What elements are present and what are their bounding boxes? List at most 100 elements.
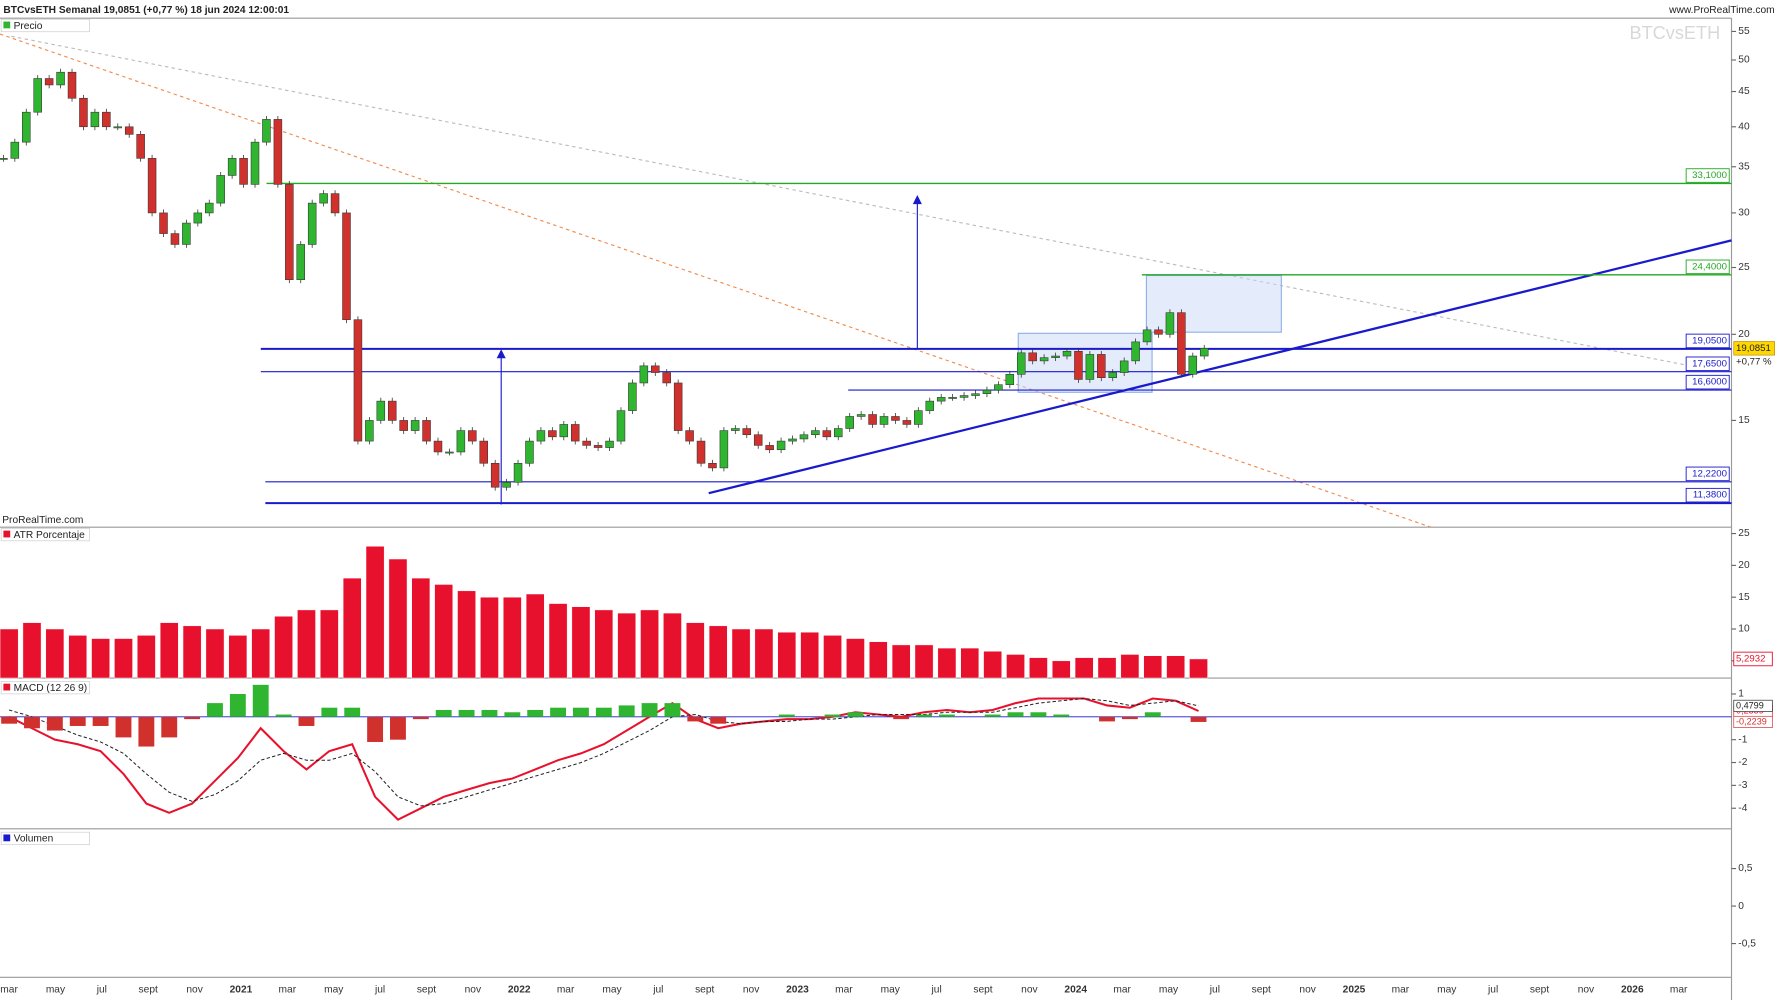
atr-bar [594, 609, 614, 679]
x-tick-label: may [881, 984, 901, 995]
candle [90, 111, 100, 128]
last-value-label: 5,2932 [1736, 654, 1765, 665]
x-tick-label: sept [1530, 984, 1549, 995]
candle [490, 462, 500, 488]
y-tick-label: 1 [1738, 689, 1744, 700]
candle [102, 111, 111, 128]
macd-histogram-bar [252, 684, 269, 717]
candle [799, 434, 809, 440]
trend-line [0, 33, 1432, 528]
candle [1062, 350, 1072, 357]
panel-legend-bg [0, 831, 90, 846]
atr-bar [868, 641, 888, 679]
atr-bar [617, 612, 636, 679]
y-tick-label: 20 [1738, 560, 1750, 571]
candle [353, 319, 363, 442]
current-price-box [1733, 341, 1775, 356]
macd-histogram-bar [1190, 716, 1207, 722]
macd-histogram-bar [916, 714, 932, 717]
candle [845, 416, 854, 429]
macd-histogram-bar [184, 716, 201, 720]
watermark: BTCvsETH [1630, 23, 1721, 43]
macd-histogram-bar [595, 707, 612, 717]
candle [582, 440, 591, 446]
y-tick-label: 25 [1738, 262, 1750, 273]
site-label: www.ProRealTime.com [1668, 5, 1774, 16]
x-tick-label: jul [931, 984, 942, 995]
trend-line [11, 35, 1687, 366]
source-label: ProRealTime.com [2, 515, 83, 526]
atr-bar [891, 644, 911, 679]
x-tick-label: nov [1299, 984, 1316, 995]
candle [742, 428, 752, 436]
candle [902, 420, 912, 425]
candle [262, 119, 271, 143]
candle [124, 126, 134, 135]
level-label: 33,1000 [1692, 170, 1727, 181]
atr-bar [342, 577, 362, 679]
x-tick-label: mar [0, 984, 18, 995]
atr-bar [686, 622, 705, 679]
candle [868, 414, 877, 425]
candle [159, 212, 168, 234]
panel-legend: Volumen [14, 834, 54, 845]
candle [1097, 354, 1106, 379]
atr-bar [1189, 658, 1208, 679]
atr-bar [663, 612, 682, 679]
macd-histogram-bar [687, 716, 704, 722]
macd-histogram-bar [618, 705, 635, 717]
macd-histogram-bar [229, 693, 246, 717]
y-tick-label: -1 [1738, 734, 1747, 745]
candle [342, 212, 351, 320]
candle [22, 111, 31, 143]
macd-line [8, 698, 1199, 807]
atr-bar [182, 625, 202, 679]
atr-bar [159, 622, 179, 679]
candle [422, 420, 431, 442]
macd-histogram-bar [115, 716, 132, 738]
candle [605, 440, 614, 448]
x-tick-label: nov [465, 984, 482, 995]
candle [708, 462, 717, 469]
candle [811, 430, 820, 436]
x-tick-label: may [46, 984, 66, 995]
atr-bar [320, 609, 339, 679]
candle [651, 365, 660, 373]
atr-bar [640, 609, 659, 679]
x-tick-label: 2022 [508, 984, 531, 995]
x-tick-label: mar [835, 984, 853, 995]
chart-title: BTCvsETH Semanal 19,0851 (+0,77 %) 18 ju… [3, 5, 289, 16]
atr-bar [434, 584, 454, 679]
y-tick-label: 30 [1738, 208, 1750, 219]
candle [502, 482, 511, 488]
last-value-label: 0,4799 [1736, 700, 1764, 710]
x-tick-label: may [602, 984, 622, 995]
x-tick-label: nov [1578, 984, 1595, 995]
candle [147, 158, 157, 214]
atr-bar [1074, 657, 1094, 679]
panel-legend-swatch [3, 834, 11, 842]
candle [56, 71, 65, 86]
panel-legend-swatch [3, 530, 11, 538]
panel-legend: Precio [14, 21, 43, 32]
macd-histogram-bar [938, 714, 955, 717]
atr-bar [1029, 657, 1048, 679]
macd-histogram-bar [161, 716, 178, 738]
atr-bar [365, 546, 385, 679]
y-tick-label: -4 [1738, 803, 1747, 814]
macd-histogram-bar [1099, 716, 1115, 722]
atr-bar [1006, 654, 1025, 679]
candle [525, 440, 534, 464]
candle [982, 389, 992, 394]
candle [1154, 329, 1163, 335]
x-tick-label: jul [1209, 984, 1220, 995]
candle [914, 410, 923, 425]
last-value-box [1733, 715, 1773, 728]
macd-histogram-bar [412, 716, 429, 720]
candle [193, 212, 203, 224]
x-tick-label: jul [96, 984, 107, 995]
candle [536, 430, 546, 442]
panel-legend-bg [0, 528, 90, 542]
